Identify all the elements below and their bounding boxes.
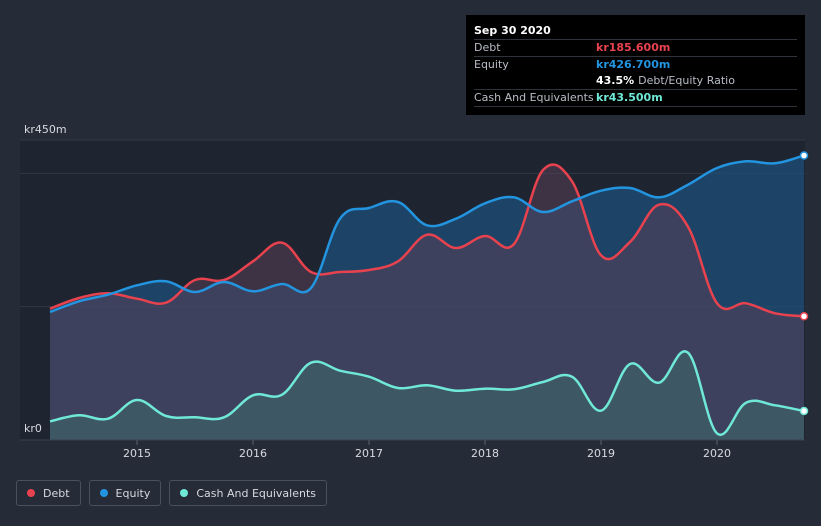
debt-area [50,164,804,440]
series-areas [50,155,804,440]
x-tick-label-2017: 2017 [355,447,383,460]
x-tick-label-2016: 2016 [239,447,267,460]
tooltip-cash-value: kr43.500m [596,91,663,104]
tooltip-ratio-label: Debt/Equity Ratio [638,74,735,87]
tooltip-panel: Sep 30 2020 Debt kr185.600m Equity kr426… [466,15,805,115]
debt-end-marker[interactable] [799,312,809,321]
series-end-markers [799,151,809,416]
series-lines [49,154,805,437]
tooltip-equity-label: Equity [474,58,509,71]
tooltip-debt-label: Debt [474,41,501,54]
tooltip-equity-value: kr426.700m [596,58,671,71]
tooltip-row-debt: Debt kr185.600m [474,39,797,56]
cash-line [49,350,805,437]
y-tick-label-top: kr450m [24,123,67,136]
x-tick-label-2020: 2020 [703,447,731,460]
legend-item-equity[interactable]: Equity [88,480,162,506]
tooltip-row-ratio: 43.5% Debt/Equity Ratio [474,73,797,89]
x-tick-label-2015: 2015 [123,447,151,460]
chart-legend: Debt Equity Cash And Equivalents [16,480,327,506]
x-tick-label-2019: 2019 [587,447,615,460]
cash-end-marker[interactable] [799,406,809,416]
legend-equity-dot-icon [99,489,108,497]
x-tick-label-2018: 2018 [471,447,499,460]
x-tick-labels: 2015 2016 2017 2018 2019 2020 [123,440,731,460]
tooltip-date: Sep 30 2020 [474,24,551,37]
legend-cash-label: Cash And Equivalents [196,486,316,500]
tooltip-row-equity: Equity kr426.700m [474,56,797,73]
debt-line [49,163,805,318]
tooltip-debt-value: kr185.600m [596,41,671,54]
legend-debt-dot-icon [27,489,35,497]
legend-cash-dot-icon [180,489,189,497]
legend-equity-label: Equity [115,486,151,500]
cash-area [50,351,804,440]
tooltip-ratio-value: 43.5% [596,74,635,87]
equity-end-marker[interactable] [799,151,809,160]
tooltip-cash-label: Cash And Equivalents [474,91,594,104]
y-tick-label-bottom: kr0 [24,422,42,435]
tooltip-row-cash: Cash And Equivalents kr43.500m [474,89,797,107]
legend-item-cash[interactable]: Cash And Equivalents [169,480,327,506]
legend-item-debt[interactable]: Debt [16,480,81,506]
legend-debt-label: Debt [43,486,70,500]
equity-line [49,154,805,314]
